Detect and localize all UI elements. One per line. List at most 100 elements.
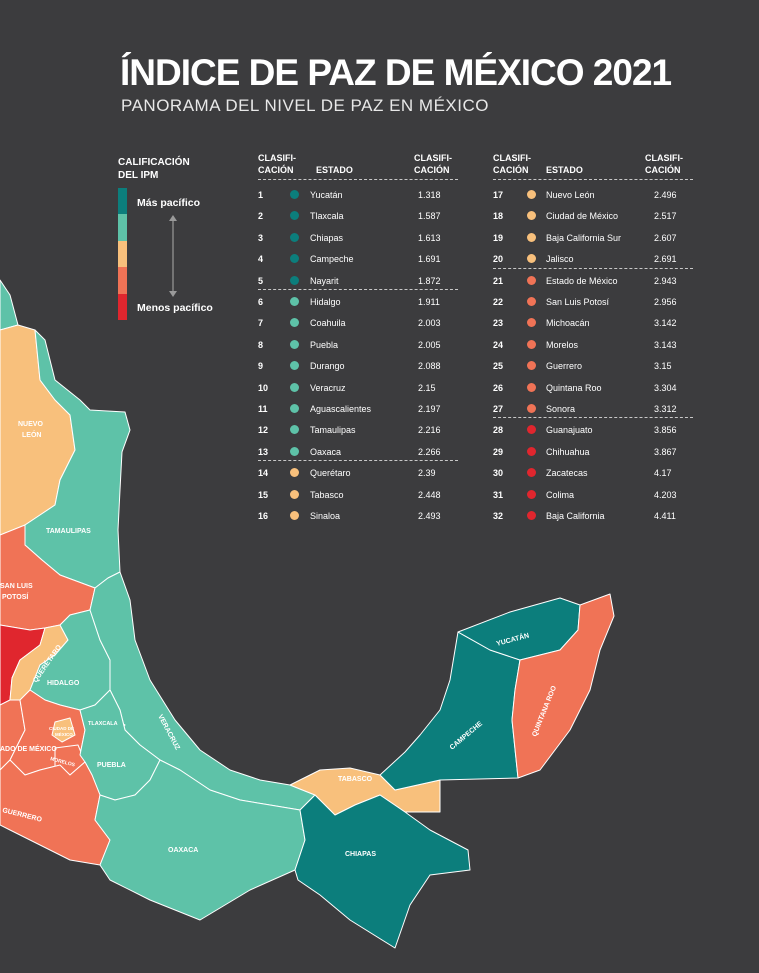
rank-number: 20 <box>493 254 504 265</box>
tier-dot-icon <box>527 425 536 435</box>
right-header-rule <box>493 179 693 180</box>
state-name: Durango <box>310 361 345 372</box>
ipm-score: 3.142 <box>654 318 677 329</box>
state-name: Jalisco <box>546 254 574 265</box>
tier-dot-icon <box>290 361 299 371</box>
ranking-row: 25 Guerrero 3.15 <box>493 361 693 382</box>
rank-number: 26 <box>493 382 504 393</box>
state-name: Tlaxcala <box>310 211 344 222</box>
rank-number: 31 <box>493 489 504 500</box>
ipm-score: 2.607 <box>654 232 677 243</box>
ipm-score: 4.17 <box>654 468 672 479</box>
ipm-score: 2.266 <box>418 446 441 457</box>
rank-number: 13 <box>258 446 269 457</box>
ipm-score: 1.613 <box>418 232 441 243</box>
state-name: Chihuahua <box>546 446 590 457</box>
tier-dot-icon <box>527 297 536 306</box>
rank-number: 7 <box>258 318 264 329</box>
ranking-row: 12 Tamaulipas 2.216 <box>258 425 458 446</box>
ipm-score: 3.304 <box>654 382 677 393</box>
tier-divider <box>258 460 458 462</box>
ranking-row: 13 Oaxaca 2.266 <box>258 446 458 468</box>
rank-number: 18 <box>493 211 504 222</box>
ipm-score: 2.943 <box>654 275 677 286</box>
region-coahuila <box>0 279 19 331</box>
ranking-row: 8 Puebla 2.005 <box>258 339 458 361</box>
ranking-row: 28 Guanajuato 3.856 <box>493 425 693 446</box>
rank-number: 10 <box>258 382 269 393</box>
rank-number: 22 <box>493 297 504 307</box>
rank-number: 3 <box>258 232 264 243</box>
right-rank-header-line2: CACIÓN <box>493 165 529 175</box>
ipm-score: 4.203 <box>654 489 677 500</box>
ranking-row: 31 Colima 4.203 <box>493 489 693 511</box>
rank-number: 4 <box>258 254 264 265</box>
legend-title-line2: DEL IPM <box>118 170 159 181</box>
state-name: Campeche <box>310 254 354 265</box>
rank-number: 2 <box>258 211 264 222</box>
legend-double-arrow-icon <box>169 215 177 297</box>
map-label-estado-de-mexico: ADO DE MÉXICO <box>0 744 57 753</box>
tier-dot-icon <box>527 382 536 392</box>
rank-number: 6 <box>258 297 264 307</box>
state-name: Puebla <box>310 339 339 350</box>
state-name: Guanajuato <box>546 425 593 436</box>
state-name: Baja California <box>546 511 605 521</box>
state-name: Tamaulipas <box>310 425 356 436</box>
tier-dot-icon <box>527 404 536 413</box>
rank-number: 15 <box>258 489 269 500</box>
rank-number: 27 <box>493 404 504 414</box>
state-name: Quintana Roo <box>546 382 602 393</box>
legend-top-label: Más pacífico <box>137 197 201 209</box>
tier-dot-icon <box>527 339 536 349</box>
tier-dot-icon <box>290 297 299 306</box>
rank-number: 32 <box>493 511 504 521</box>
ranking-row: 4 Campeche 1.691 <box>258 254 458 275</box>
page-title: ÍNDICE DE PAZ DE MÉXICO 2021 <box>120 52 672 93</box>
ranking-row: 20 Jalisco 2.691 <box>493 254 693 275</box>
ipm-score: 3.856 <box>654 425 677 436</box>
tier-divider <box>493 417 693 419</box>
ipm-score: 4.411 <box>654 511 676 521</box>
state-name: San Luis Potosí <box>546 297 610 307</box>
map-label-puebla: PUEBLA <box>97 762 126 769</box>
rank-number: 12 <box>258 425 269 436</box>
state-name: Ciudad de México <box>546 211 619 222</box>
tier-dot-icon <box>290 489 299 499</box>
tier-dot-icon <box>290 339 299 349</box>
state-name: Guerrero <box>546 361 583 372</box>
rank-number: 11 <box>258 404 268 414</box>
state-name: Colima <box>546 489 575 500</box>
ipm-score: 2.448 <box>418 489 441 500</box>
ranking-row: 5 Nayarit 1.872 <box>258 275 458 297</box>
state-name: Querétaro <box>310 468 351 479</box>
rank-number: 30 <box>493 468 504 479</box>
ipm-score: 3.867 <box>654 446 677 457</box>
left-rank-header: CLASIFI- CACIÓN <box>258 152 296 176</box>
map-label-nuevo-leon: NUEVO <box>18 421 43 428</box>
legend-swatch <box>118 188 127 215</box>
ipm-score: 2.493 <box>418 511 441 521</box>
map-label-cdmx-2: MÉXICO <box>55 730 73 737</box>
legend-title-line1: CALIFICACIÓN <box>118 157 190 168</box>
region-quintana-roo <box>511 593 615 779</box>
map-label-hidalgo: HIDALGO <box>47 680 80 687</box>
tier-dot-icon <box>290 511 299 520</box>
rank-number: 24 <box>493 339 504 350</box>
tier-dot-icon <box>527 254 536 264</box>
page-subtitle: PANORAMA DEL NIVEL DE PAZ EN MÉXICO <box>121 96 489 115</box>
tier-dot-icon <box>290 382 299 392</box>
tier-dot-icon <box>527 275 536 285</box>
state-name: Sinaloa <box>310 511 341 521</box>
ranking-row: 18 Ciudad de México 2.517 <box>493 211 693 232</box>
rank-number: 1 <box>258 190 264 200</box>
tier-dot-icon <box>290 404 299 413</box>
right-score-header-line2: CACIÓN <box>645 165 681 175</box>
rank-number: 16 <box>258 511 269 521</box>
region-cdmx <box>51 717 76 743</box>
map-label-san-luis-potosi: SAN LUIS <box>0 583 33 590</box>
tier-divider <box>258 289 458 290</box>
left-score-header: CLASIFI- CACIÓN <box>414 152 452 176</box>
tier-dot-icon <box>290 190 299 199</box>
tier-dot-icon <box>527 232 536 242</box>
